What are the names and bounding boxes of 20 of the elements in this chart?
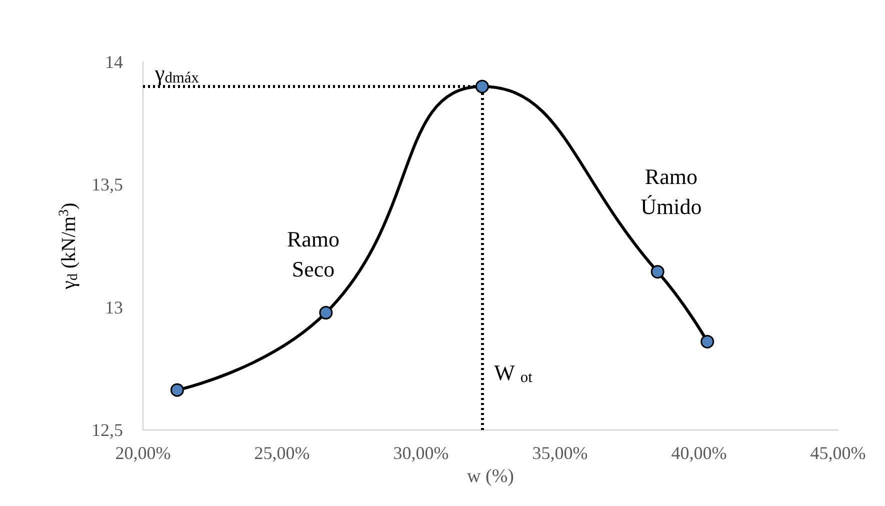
point: [319, 306, 333, 320]
annotation: Ramo Úmido: [640, 164, 702, 219]
x-tick-label: 40,00%: [671, 443, 727, 463]
x-axis-title: w (%): [467, 466, 514, 487]
y-tick-label: 12,5: [92, 420, 123, 440]
point: [650, 265, 664, 279]
ref-line-label: W ot: [494, 360, 534, 386]
y-axis-title: γd (kN/m3): [57, 202, 82, 290]
annotation: Ramo Seco: [286, 226, 340, 282]
x-tick-label: 25,00%: [254, 443, 310, 463]
point: [170, 383, 184, 397]
point: [475, 80, 489, 94]
y-tick-label: 13: [105, 297, 123, 318]
x-tick-label: 20,00%: [115, 443, 171, 463]
y-tick-label: 14: [105, 52, 123, 72]
x-tick-label: 35,00%: [532, 443, 588, 463]
point: [700, 334, 714, 348]
y-tick-label: 13,5: [92, 174, 123, 195]
x-tick-label: 45,00%: [810, 443, 866, 463]
x-tick-label: 30,00%: [393, 443, 449, 463]
